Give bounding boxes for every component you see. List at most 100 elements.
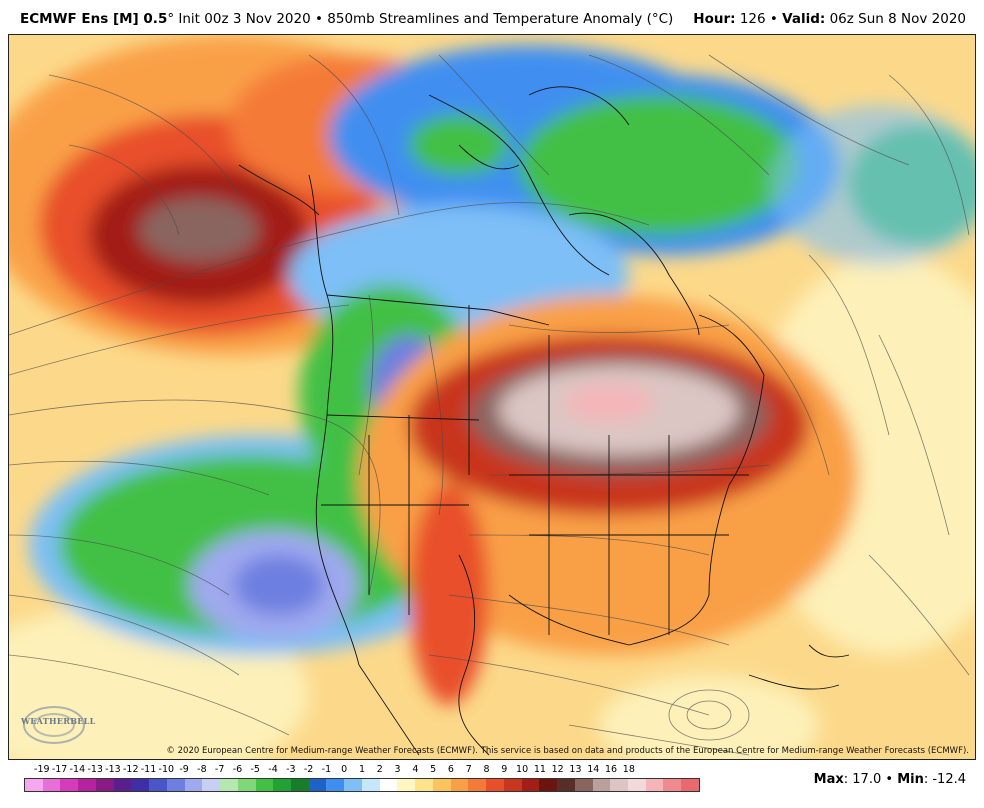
model-name: ECMWF Ens [M] 0.5: [20, 11, 168, 27]
colorbar-tick-label: 6: [447, 764, 454, 775]
degree-mark: °: [167, 11, 175, 27]
colorbar-tick-label: -4: [268, 764, 278, 775]
colorbar-tick-label: -13: [87, 764, 103, 775]
colorbar-tick-label: 4: [412, 764, 419, 775]
colorbar-swatch: [379, 779, 398, 791]
map-title: ECMWF Ens [M] 0.5° Init 00z 3 Nov 2020 •…: [20, 11, 673, 27]
colorbar-swatch: [42, 779, 61, 791]
colorbar-tick-label: -14: [69, 764, 86, 775]
colorbar-swatch: [486, 779, 504, 791]
colorbar-swatch: [521, 779, 540, 791]
max-min-readout: Max: 17.0 • Min: -12.4: [813, 772, 966, 787]
colorbar-swatch: [60, 779, 79, 791]
colorbar-swatch: [415, 779, 433, 791]
colorbar-swatch: [574, 779, 593, 791]
colorbar-tick-label: 9: [501, 764, 508, 775]
colorbar-swatch: [326, 779, 345, 791]
min-value: -12.4: [932, 772, 966, 787]
colorbar-tick-label: 18: [622, 764, 635, 775]
colorbar-tick-label: 16: [605, 764, 618, 775]
political-borders: [238, 86, 850, 756]
max-label: Max: [813, 772, 844, 787]
copyright-notice: © 2020 European Centre for Medium-range …: [166, 746, 969, 756]
colorbar-tick-label: -12: [122, 764, 139, 775]
hour-value: 126: [739, 11, 766, 27]
max-min-separator: •: [885, 772, 894, 787]
colorbar-swatch: [610, 779, 628, 791]
colorbar-tick-label: -6: [232, 764, 243, 775]
colorbar-swatch: [557, 779, 575, 791]
colorbar-swatch: [149, 779, 167, 791]
colorbar-tick-label: -19: [34, 764, 50, 775]
colorbar-swatch: [166, 779, 185, 791]
anomaly-map: WEATHERBELL © 2020 European Centre for M…: [8, 34, 976, 760]
colorbar-swatch: [663, 779, 682, 791]
colorbar-swatch: [95, 779, 114, 791]
colorbar-tick-label: -3: [286, 764, 296, 775]
colorbar-swatch: [450, 779, 469, 791]
colorbar-tick-label: 14: [587, 764, 600, 775]
colorbar-swatch: [627, 779, 646, 791]
colorbar-tick-label: 0: [341, 764, 348, 775]
colorbar-swatch: [273, 779, 292, 791]
colorbar-tick-label: 3: [394, 764, 401, 775]
temperature-anomaly-field: [9, 35, 975, 759]
colorbar-tick-label: -13: [105, 764, 121, 775]
logo-text: WEATHERBELL: [21, 716, 96, 726]
colorbar-swatch: [255, 779, 274, 791]
colorbar-tick-label: 1: [358, 764, 366, 775]
valid-value: 06z Sun 8 Nov 2020: [829, 11, 966, 27]
colorbar-tick-label: -11: [140, 764, 157, 775]
colorbar-tick-label: -1: [321, 764, 332, 775]
colorbar-tick-label: -17: [51, 764, 68, 775]
colorbar-swatch: [308, 779, 327, 791]
title-separator: •: [315, 11, 323, 27]
colorbar-swatch: [113, 779, 132, 791]
colorbar-swatch: [432, 779, 451, 791]
colorbar-swatch: [645, 779, 664, 791]
colorbar-swatch: [131, 779, 150, 791]
colorbar-tick-label: -8: [197, 764, 207, 775]
init-time: Init 00z 3 Nov 2020: [178, 11, 311, 27]
colorbar-swatch: [184, 779, 203, 791]
max-value: 17.0: [852, 772, 882, 787]
weatherbell-swirl-logo: WEATHERBELL: [21, 703, 96, 747]
colorbar-swatch: [361, 779, 380, 791]
colorbar-swatch: [503, 779, 522, 791]
colorbar-swatch: [202, 779, 221, 791]
colorbar-swatch: [681, 779, 699, 791]
colorbar-swatch: [397, 779, 416, 791]
colorbar: [24, 778, 700, 792]
colorbar-swatch: [220, 779, 238, 791]
colorbar-tick-label: 5: [430, 764, 437, 775]
hour-label: Hour:: [693, 11, 736, 27]
colorbar-swatch: [592, 779, 611, 791]
valid-separator: •: [769, 11, 778, 27]
colorbar-swatch: [237, 779, 256, 791]
colorbar-tick-labels: -19 -17 -14 -13 -13 -12 -11 -10 -9 -8 -7 -6 -5 -4 -3 -2…: [24, 764, 700, 776]
valid-label: Valid:: [782, 11, 826, 27]
colorbar-tick-label: 8: [483, 764, 490, 775]
colorbar-tick-label: 13: [569, 764, 582, 775]
product-name: 850mb Streamlines and Temperature Anomal…: [327, 11, 674, 27]
colorbar-swatch: [468, 779, 487, 791]
colorbar-tick-label: -5: [250, 764, 260, 775]
min-label: Min: [897, 772, 924, 787]
colorbar-swatch: [25, 779, 43, 791]
colorbar-swatch: [539, 779, 558, 791]
colorbar-swatch: [344, 779, 362, 791]
colorbar-tick-label: -10: [158, 764, 175, 775]
colorbar-tick-label: 10: [516, 764, 529, 775]
valid-info: Hour: 126 • Valid: 06z Sun 8 Nov 2020: [693, 11, 966, 27]
logo-swirl-icon: [23, 706, 85, 744]
colorbar-tick-label: 7: [465, 764, 472, 775]
map-canvas: [9, 35, 975, 759]
colorbar-tick-label: 2: [376, 764, 383, 775]
colorbar-tick-label: -2: [303, 764, 314, 775]
colorbar-tick-label: 12: [551, 764, 564, 775]
colorbar-tick-label: 11: [533, 764, 546, 775]
colorbar-swatch: [291, 779, 309, 791]
colorbar-tick-label: -7: [214, 764, 225, 775]
colorbar-swatch: [78, 779, 96, 791]
header: ECMWF Ens [M] 0.5° Init 00z 3 Nov 2020 •…: [0, 0, 984, 34]
